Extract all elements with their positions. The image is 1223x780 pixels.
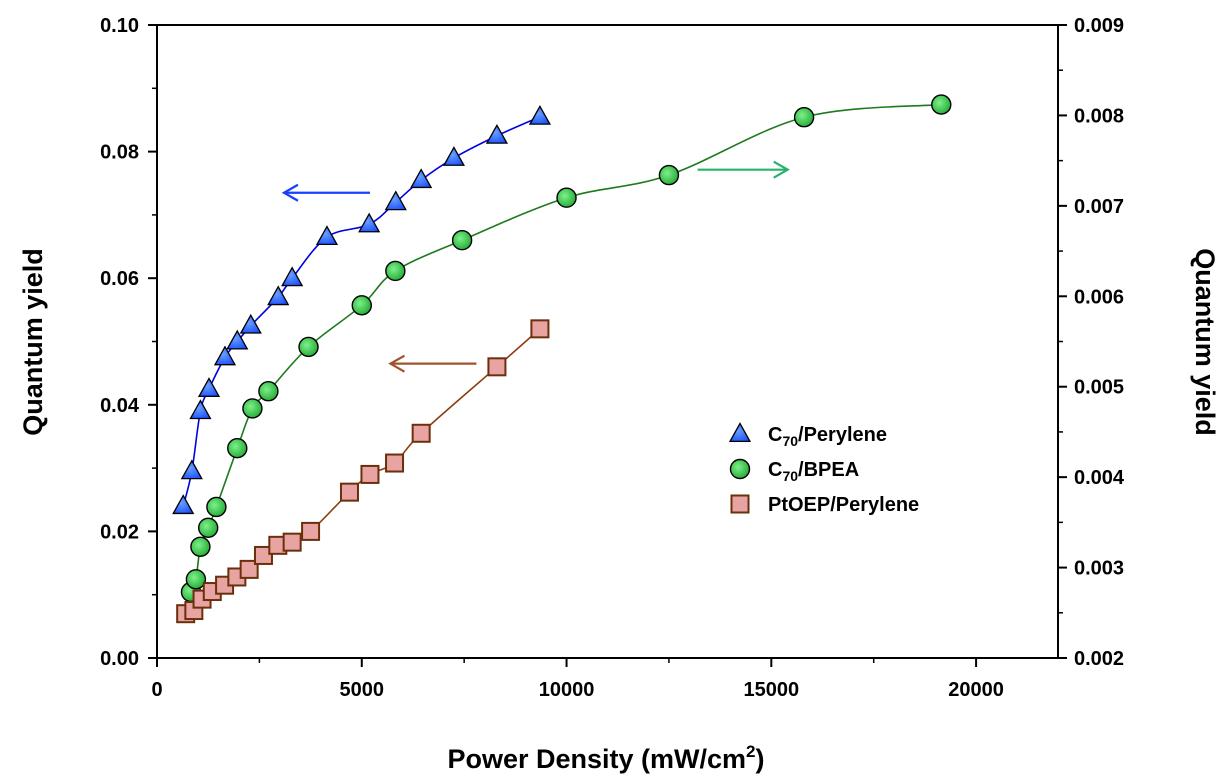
legend-item-ptoep-perylene: PtOEP/Perylene bbox=[730, 494, 919, 516]
data-point-c70-perylene bbox=[197, 377, 221, 397]
data-point-ptoep-perylene bbox=[385, 453, 405, 473]
data-point-c70-perylene bbox=[281, 266, 304, 287]
data-point-c70-perylene bbox=[485, 123, 509, 144]
y-right-tick-label: 0.006 bbox=[1074, 286, 1124, 308]
y-right-tick-label: 0.009 bbox=[1074, 15, 1124, 37]
data-point-c70-perylene bbox=[267, 285, 290, 306]
arrow-head bbox=[388, 354, 405, 373]
data-point-ptoep-perylene bbox=[360, 464, 380, 484]
y-right-axis-title: Quantum yield bbox=[1190, 248, 1220, 436]
data-point-c70-perylene bbox=[226, 329, 249, 350]
data-point-c70-bpea bbox=[242, 398, 263, 419]
data-point-c70-bpea bbox=[206, 496, 227, 518]
data-point-c70-bpea bbox=[227, 438, 248, 459]
legend-marker-ptoep-perylene bbox=[730, 494, 750, 514]
data-point-ptoep-perylene bbox=[253, 545, 273, 565]
y-left-tick-label: 0.00 bbox=[100, 648, 139, 670]
legend-marker-c70-perylene bbox=[728, 422, 752, 443]
data-point-c70-perylene bbox=[358, 212, 381, 233]
direction-arrows bbox=[281, 160, 790, 373]
x-tick-label: 20000 bbox=[948, 679, 1004, 701]
data-point-c70-bpea bbox=[658, 164, 680, 186]
y-right-tick-label: 0.005 bbox=[1074, 377, 1124, 399]
data-point-c70-perylene bbox=[189, 399, 212, 420]
y-right-tick-label: 0.003 bbox=[1074, 558, 1124, 580]
y-right-tick-label: 0.007 bbox=[1074, 196, 1124, 218]
data-point-c70-bpea bbox=[931, 94, 952, 115]
data-point-c70-bpea bbox=[385, 260, 406, 282]
y-right-tick-label: 0.004 bbox=[1074, 467, 1125, 489]
data-point-c70-bpea bbox=[298, 336, 319, 358]
data-point-ptoep-perylene bbox=[487, 357, 507, 377]
legend-item-c70-perylene: C70/Perylene bbox=[728, 422, 887, 449]
data-point-c70-bpea bbox=[351, 295, 372, 316]
x-axis-title: Power Density (mW/cm2) bbox=[447, 742, 764, 774]
data-point-c70-perylene bbox=[528, 104, 552, 125]
x-tick-label: 5000 bbox=[340, 679, 385, 701]
series-line-c70-perylene bbox=[182, 116, 541, 507]
legend-item-c70-bpea: C70/BPEA bbox=[729, 458, 859, 484]
y-left-tick-label: 0.08 bbox=[100, 142, 139, 164]
y-right-axis-ticks: 0.002 0.003 0.004 0.005 0.006 0.007 0.008 0.009 bbox=[1058, 15, 1125, 670]
y-left-tick-label: 0.04 bbox=[100, 395, 140, 417]
arrow-head bbox=[281, 183, 299, 202]
data-point-c70-bpea bbox=[793, 107, 815, 128]
x-axis-ticks: 0 5000 10000 15000 20000 bbox=[151, 658, 1004, 701]
x-tick-label: 10000 bbox=[539, 679, 595, 701]
direction-arrow bbox=[697, 160, 790, 179]
legend: C70/Perylene C70/BPEA PtOEP/Perylene bbox=[728, 422, 919, 516]
plot-area bbox=[156, 24, 1059, 659]
data-point-c70-perylene bbox=[213, 345, 237, 366]
data-point-c70-perylene bbox=[315, 225, 339, 246]
y-left-tick-label: 0.06 bbox=[100, 268, 139, 290]
data-point-c70-perylene bbox=[172, 494, 195, 515]
data-point-c70-perylene bbox=[180, 459, 203, 480]
data-point-c70-bpea bbox=[451, 230, 473, 251]
legend-label-c70-bpea: C70/BPEA bbox=[768, 459, 859, 484]
legend-label-c70-perylene: C70/Perylene bbox=[768, 424, 887, 449]
data-point-c70-bpea bbox=[556, 187, 577, 208]
y-left-axis-ticks: 0.00 0.02 0.04 0.06 0.08 0.10 bbox=[100, 15, 157, 670]
data-point-c70-perylene bbox=[384, 190, 407, 211]
data-point-ptoep-perylene bbox=[339, 482, 359, 502]
data-point-c70-perylene bbox=[239, 313, 262, 334]
data-point-c70-perylene bbox=[442, 146, 466, 166]
data-point-ptoep-perylene bbox=[239, 559, 259, 579]
y-right-tick-label: 0.002 bbox=[1074, 648, 1124, 670]
y-left-axis-title: Quantum yield bbox=[18, 248, 48, 436]
direction-arrow bbox=[388, 354, 477, 373]
data-point-ptoep-perylene bbox=[301, 521, 321, 541]
data-point-c70-bpea bbox=[185, 569, 207, 590]
y-right-tick-label: 0.008 bbox=[1074, 105, 1124, 127]
x-tick-label: 0 bbox=[151, 679, 162, 701]
data-point-c70-bpea bbox=[190, 536, 211, 557]
y-left-tick-label: 0.02 bbox=[100, 521, 139, 543]
data-markers bbox=[172, 94, 952, 624]
plot-frame bbox=[156, 24, 1059, 659]
y-left-tick-label: 0.10 bbox=[100, 15, 139, 37]
data-point-c70-bpea bbox=[197, 517, 219, 538]
data-point-ptoep-perylene bbox=[411, 423, 431, 443]
arrow-head bbox=[773, 160, 790, 179]
legend-label-ptoep-perylene: PtOEP/Perylene bbox=[768, 494, 919, 516]
data-point-c70-perylene bbox=[410, 168, 433, 189]
data-point-ptoep-perylene bbox=[530, 319, 550, 339]
legend-marker-c70-bpea bbox=[729, 458, 751, 480]
x-tick-label: 15000 bbox=[744, 679, 800, 701]
direction-arrow bbox=[281, 183, 370, 202]
data-point-c70-bpea bbox=[258, 381, 279, 402]
data-point-ptoep-perylene bbox=[282, 532, 302, 552]
